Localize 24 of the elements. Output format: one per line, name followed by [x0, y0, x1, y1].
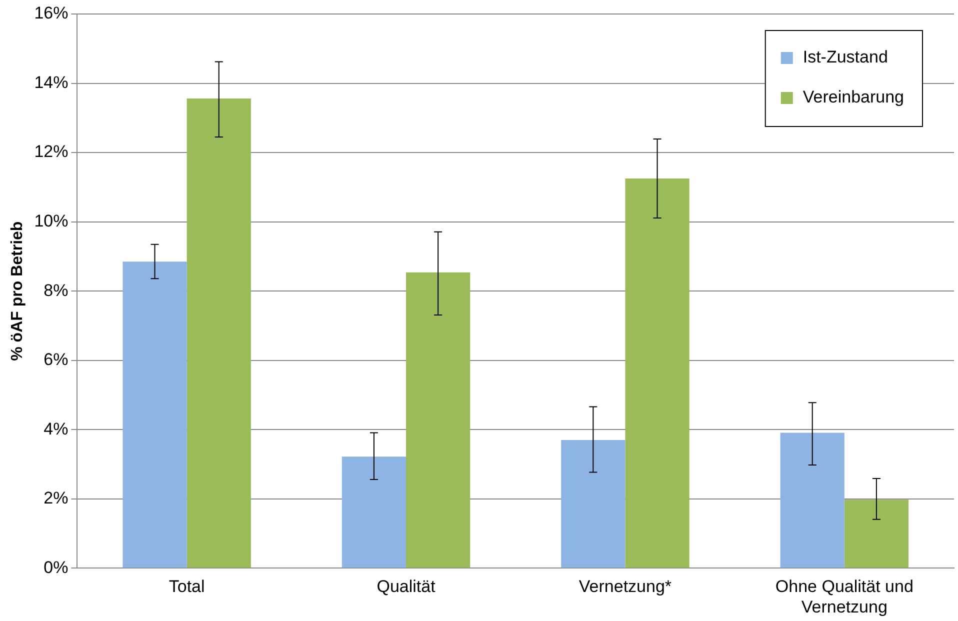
y-tick-label: 16%: [34, 4, 68, 23]
bar: [780, 432, 844, 568]
x-tick-label: Ohne Qualität und Vernetzung: [775, 577, 914, 616]
bar: [186, 98, 251, 568]
bar: [844, 500, 909, 568]
y-tick-label: 2%: [44, 488, 68, 508]
bar: [342, 456, 406, 568]
bar: [561, 440, 626, 568]
bar: [625, 178, 690, 568]
y-tick-label: 8%: [44, 280, 68, 300]
x-tick-label: Vernetzung*: [578, 577, 672, 596]
y-tick-label: 4%: [44, 419, 68, 438]
y-tick-label: 10%: [34, 212, 68, 231]
y-tick-label: 12%: [34, 142, 68, 162]
y-tick-label: 14%: [34, 72, 68, 92]
x-tick-label: Qualität: [376, 577, 436, 596]
bar: [406, 272, 470, 568]
y-tick-label: 6%: [44, 350, 68, 370]
y-axis-title: % öAF pro Betrieb: [9, 221, 26, 361]
bar: [122, 262, 187, 568]
legend-label: Vereinbarung: [802, 88, 904, 107]
legend-label: Ist-Zustand: [802, 48, 888, 67]
x-tick-label: Total: [168, 577, 205, 596]
y-tick-label: 0%: [44, 558, 68, 577]
